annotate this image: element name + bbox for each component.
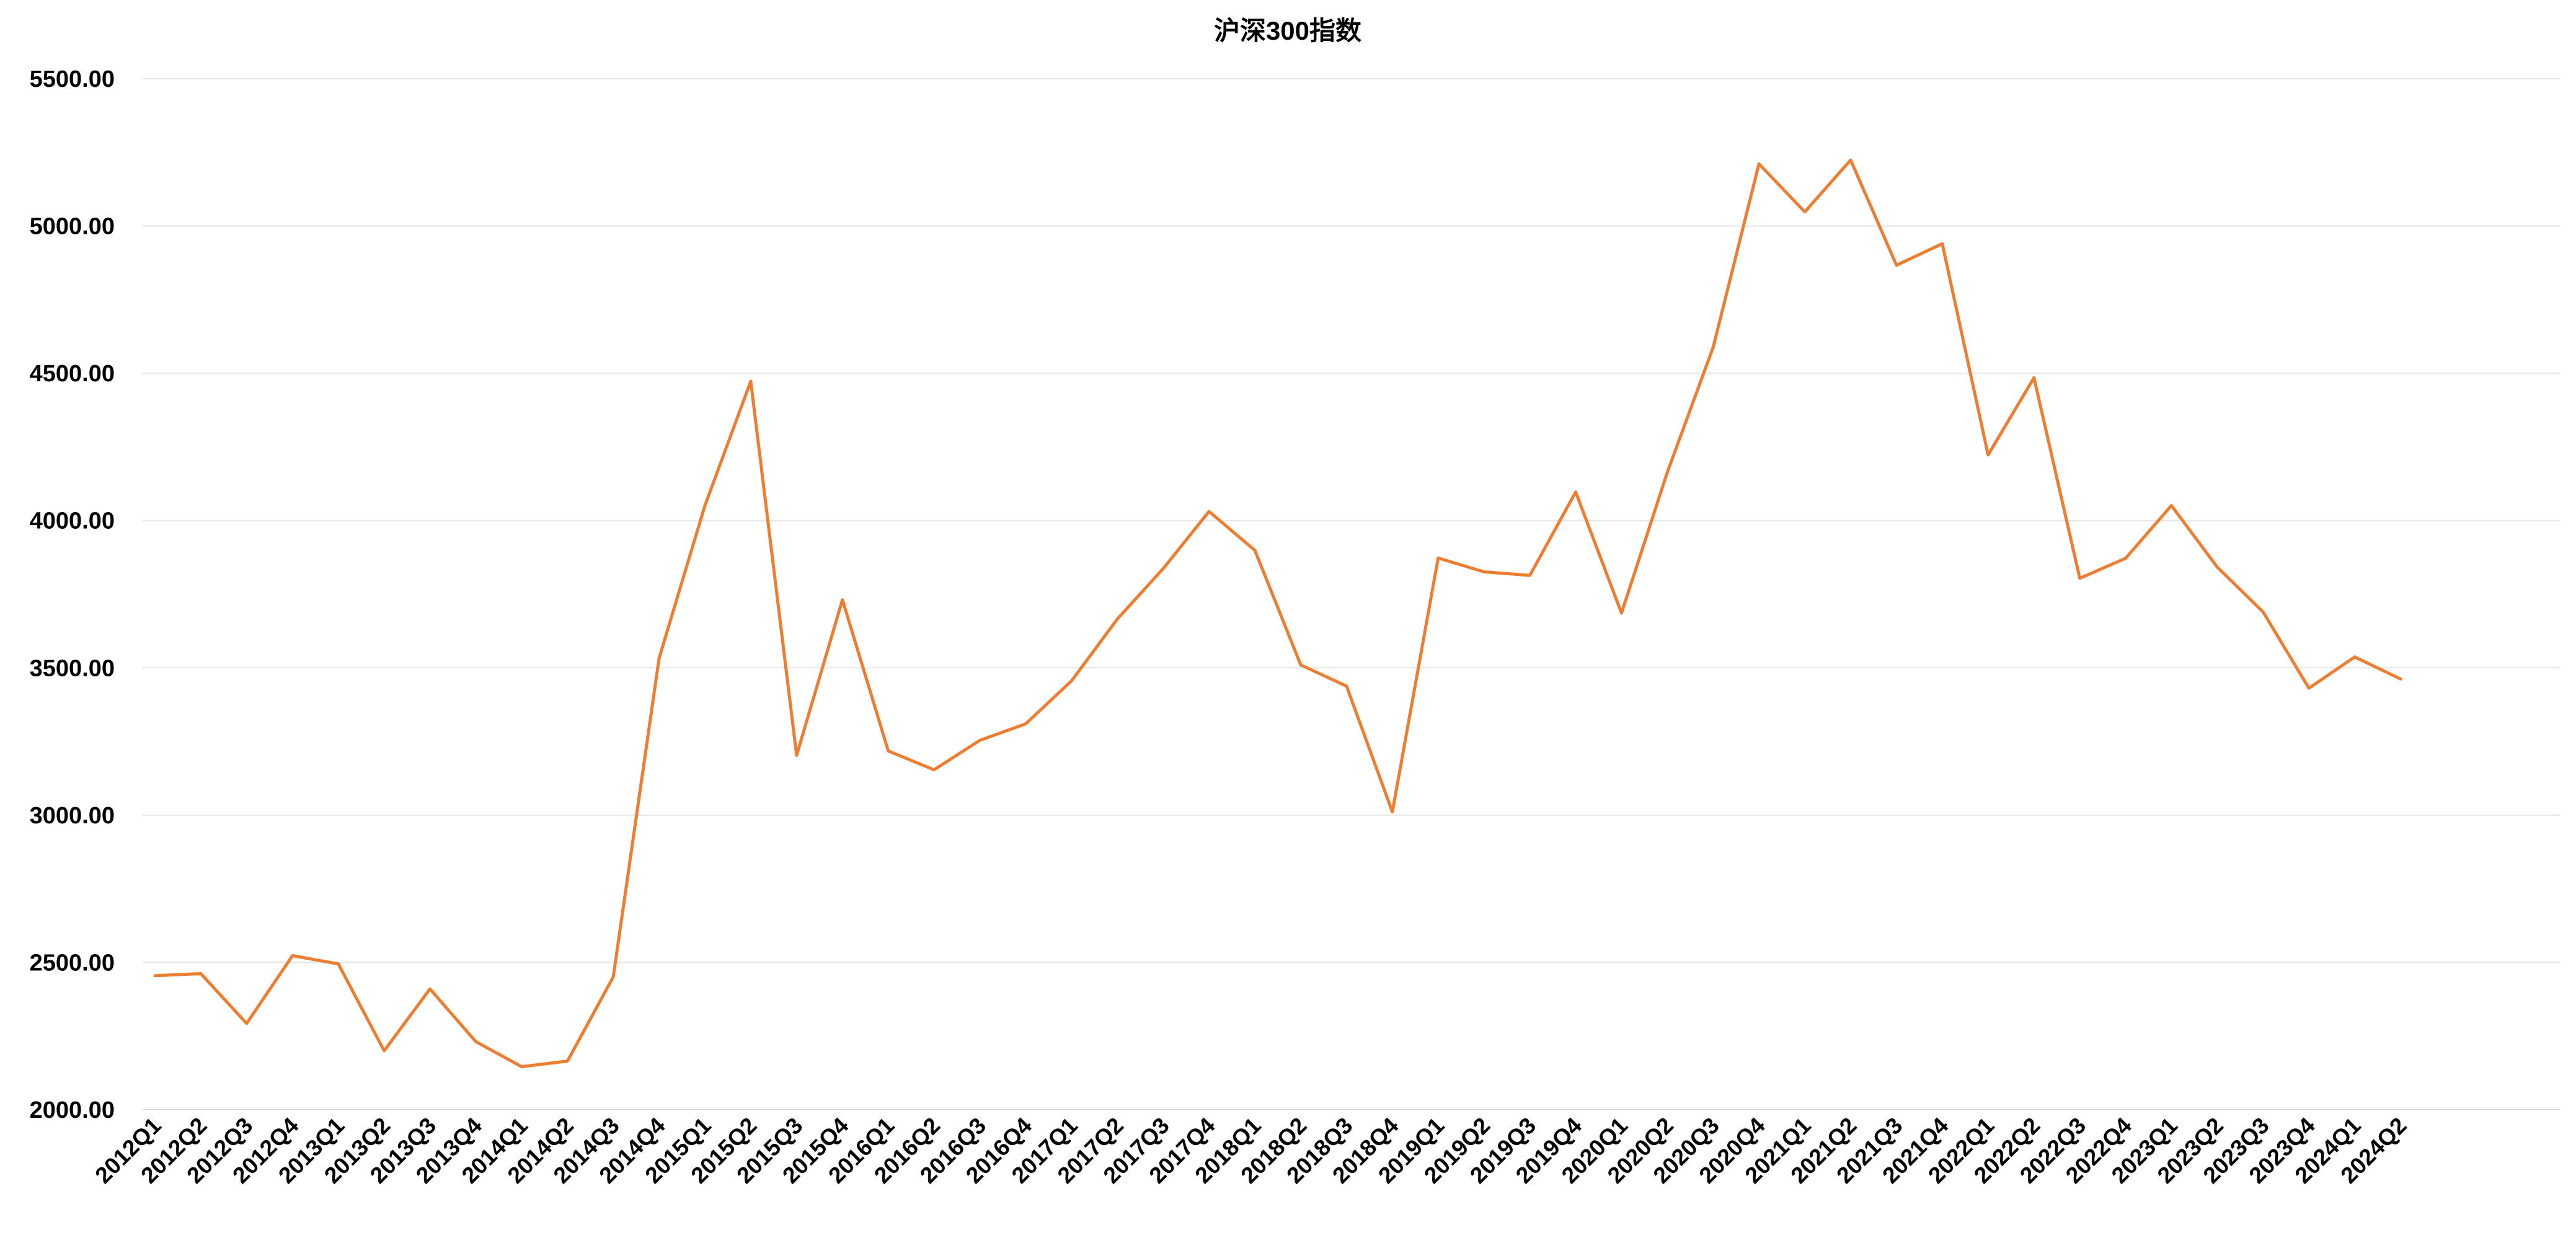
x-axis-tick-labels: 2012Q12012Q22012Q32012Q42013Q12013Q22013… xyxy=(91,1112,2412,1188)
y-axis-tick-labels: 2000.00 2500.00 3000.00 3500.00 4000.00 4500.… xyxy=(30,66,115,1123)
y-tick-label: 3500.00 xyxy=(30,655,115,681)
y-tick-label: 5000.00 xyxy=(30,214,115,240)
y-tick-label: 3000.00 xyxy=(30,803,115,829)
y-tick-label: 2000.00 xyxy=(30,1097,115,1123)
gridlines xyxy=(143,78,2561,1110)
y-tick-label: 4000.00 xyxy=(30,508,115,534)
y-tick-label: 5500.00 xyxy=(30,66,115,92)
chart-title: 沪深300指数 xyxy=(1214,16,1361,45)
y-tick-label: 2500.00 xyxy=(30,950,115,976)
series-line xyxy=(153,158,2402,1069)
series-layer xyxy=(153,158,2402,1069)
y-tick-label: 4500.00 xyxy=(30,361,115,387)
